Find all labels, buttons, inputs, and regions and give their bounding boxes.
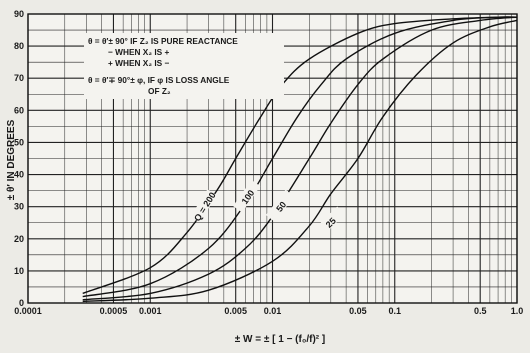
y-tick-label: 0 — [19, 298, 24, 308]
y-tick-label: 40 — [14, 170, 24, 180]
y-tick-label: 70 — [14, 73, 24, 83]
x-axis-label: ± W = ± [ 1 − (f₀/f)² ] — [235, 334, 325, 345]
annotation-line-1: θ = θ′± 90° IF Z₂ IS PURE REACTANCE — [88, 36, 238, 46]
curve-label-background — [190, 189, 217, 223]
curve-label-background — [265, 189, 295, 222]
x-tick-label: 0.05 — [349, 306, 367, 316]
curve-label-background — [314, 206, 345, 237]
x-tick-label: 0.0005 — [100, 306, 128, 316]
x-tick-label: 0.5 — [474, 306, 487, 316]
y-tick-label: 20 — [14, 234, 24, 244]
y-tick-label: 60 — [14, 105, 24, 115]
x-tick-label: 0.001 — [139, 306, 162, 316]
y-tick-label: 30 — [14, 202, 24, 212]
annotation-line-4: θ = θ′∓ 90°± φ, IF φ IS LOSS ANGLE — [88, 75, 230, 85]
x-tick-label: 1.0 — [511, 306, 524, 316]
curve-label-4: 25 — [324, 216, 338, 230]
curve-3 — [82, 16, 518, 301]
curve-2 — [82, 16, 518, 298]
annotation-line-2: − WHEN X₂ IS + — [108, 47, 169, 57]
curve-label-background — [233, 179, 261, 213]
x-tick-label: 0.1 — [388, 306, 401, 316]
curve-label-3: 50 — [274, 200, 288, 214]
x-tick-label: 0.01 — [264, 306, 282, 316]
y-tick-label: 10 — [14, 266, 24, 276]
x-tick-label: 0.005 — [224, 306, 247, 316]
annotation-line-5: OF Z₂ — [148, 86, 171, 96]
annotation-box-background — [84, 33, 284, 99]
curve-4 — [82, 19, 518, 303]
annotation-line-3: + WHEN X₂ IS − — [108, 58, 169, 68]
annotation-box: θ = θ′± 90° IF Z₂ IS PURE REACTANCE − WH… — [84, 33, 284, 99]
y-tick-label: 90 — [14, 9, 24, 19]
tick-labels: 0 10 20 30 40 50 60 70 80 90 0.0001 0.0005 0.001 0.00… — [14, 9, 523, 316]
plot-border — [27, 13, 518, 304]
y-tick-label: 50 — [14, 137, 24, 147]
x-tick-label: 0.0001 — [14, 306, 42, 316]
y-tick-label: 80 — [14, 41, 24, 51]
y-axis-label: ± θ′ IN DEGREES — [6, 119, 17, 200]
